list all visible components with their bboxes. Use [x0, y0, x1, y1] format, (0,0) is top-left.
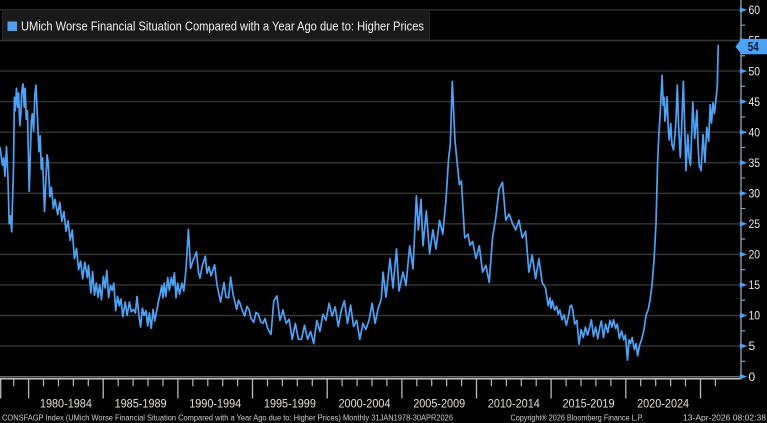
svg-text:60: 60 [749, 3, 761, 17]
svg-text:2000-2004: 2000-2004 [339, 398, 392, 411]
svg-text:1985-1989: 1985-1989 [115, 398, 167, 411]
svg-text:1995-1999: 1995-1999 [264, 398, 316, 411]
svg-text:30: 30 [749, 187, 761, 201]
svg-text:54: 54 [748, 40, 759, 54]
svg-text:40: 40 [749, 125, 761, 139]
svg-text:2020-2024: 2020-2024 [637, 398, 690, 411]
svg-text:1990-1994: 1990-1994 [189, 398, 242, 411]
svg-text:2005-2009: 2005-2009 [413, 398, 465, 411]
svg-text:2010-2014: 2010-2014 [488, 398, 541, 411]
svg-text:13-Apr-2026 08:02:38: 13-Apr-2026 08:02:38 [683, 413, 766, 423]
svg-text:1980-1984: 1980-1984 [40, 398, 93, 411]
svg-text:10: 10 [749, 309, 761, 323]
svg-text:Copyright® 2026 Bloomberg Fina: Copyright® 2026 Bloomberg Finance L.P. [511, 413, 644, 423]
svg-text:50: 50 [749, 64, 761, 78]
svg-text:CONSFAGP Index (UMich Worse Fi: CONSFAGP Index (UMich Worse Financial Si… [2, 413, 453, 423]
svg-text:UMich Worse Financial Situatio: UMich Worse Financial Situation Compared… [21, 20, 424, 34]
svg-text:20: 20 [749, 248, 761, 262]
svg-text:35: 35 [749, 156, 761, 170]
svg-text:5: 5 [749, 339, 756, 353]
svg-text:2015-2019: 2015-2019 [563, 398, 615, 411]
svg-text:45: 45 [749, 95, 761, 109]
svg-text:15: 15 [749, 278, 761, 292]
svg-text:25: 25 [749, 217, 761, 231]
svg-text:0: 0 [749, 370, 756, 384]
